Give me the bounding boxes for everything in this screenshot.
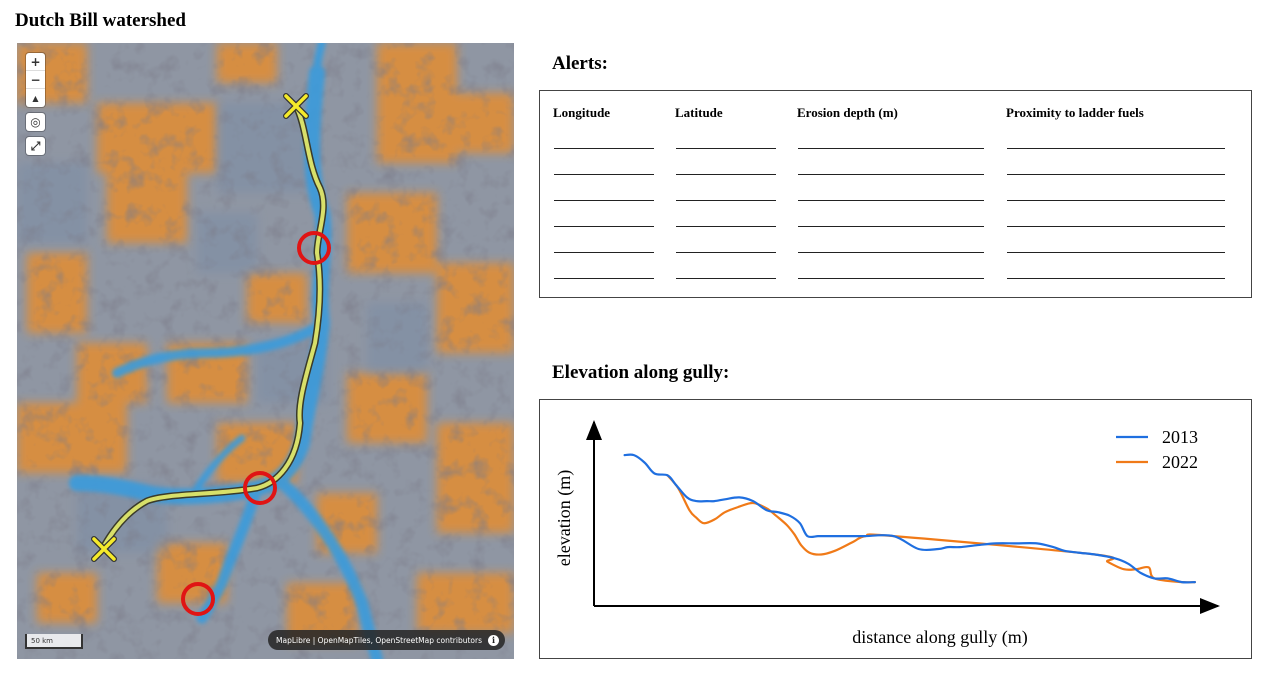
fullscreen-icon[interactable]: ⤢ bbox=[30, 138, 41, 153]
alert-cell-longitude[interactable] bbox=[554, 174, 654, 175]
column-header-longitude: Longitude bbox=[553, 105, 611, 120]
alert-cell-erosion-depth[interactable] bbox=[798, 226, 984, 227]
map-attribution: MapLibre | OpenMapTiles, OpenStreetMap c… bbox=[268, 630, 505, 650]
compass-icon[interactable]: ▲ bbox=[32, 93, 39, 103]
zoom-out-icon[interactable]: − bbox=[26, 71, 45, 89]
alerts-table: Longitude Latitude Erosion depth (m) Pro… bbox=[539, 90, 1252, 298]
alert-cell-longitude[interactable] bbox=[554, 226, 654, 227]
elevation-chart-svg: distance along gully (m) elevation (m) 2… bbox=[554, 420, 1220, 648]
locate-icon[interactable]: ◎ bbox=[30, 115, 41, 129]
alert-circle-icon[interactable] bbox=[297, 231, 331, 265]
alert-cell-longitude[interactable] bbox=[554, 200, 654, 201]
scale-bar: 50 km bbox=[25, 634, 83, 649]
alert-cell-longitude[interactable] bbox=[554, 252, 654, 253]
series-line-2022 bbox=[666, 474, 1196, 584]
legend: 2013 2022 bbox=[1116, 427, 1198, 472]
alert-cell-ladder-fuels[interactable] bbox=[1007, 200, 1225, 201]
zoom-control-group: + − ▲ bbox=[26, 53, 45, 107]
page-title: Dutch Bill watershed bbox=[15, 10, 186, 31]
elevation-chart: distance along gully (m) elevation (m) 2… bbox=[539, 399, 1252, 659]
alert-cell-ladder-fuels[interactable] bbox=[1007, 226, 1225, 227]
alert-cell-latitude[interactable] bbox=[676, 278, 776, 279]
alert-cell-erosion-depth[interactable] bbox=[798, 174, 984, 175]
legend-label-2013: 2013 bbox=[1162, 427, 1198, 447]
alert-cell-ladder-fuels[interactable] bbox=[1007, 148, 1225, 149]
legend-label-2022: 2022 bbox=[1162, 452, 1198, 472]
watershed-map[interactable]: + − ▲ ◎ ⤢ 50 km MapLibre | OpenMapTiles,… bbox=[17, 43, 514, 659]
gully-path bbox=[102, 104, 326, 548]
series-line-2013 bbox=[623, 453, 1196, 584]
alert-cell-latitude[interactable] bbox=[676, 148, 776, 149]
elevation-heading: Elevation along gully: bbox=[552, 362, 730, 383]
series-layer bbox=[623, 453, 1196, 584]
column-header-ladder-fuels: Proximity to ladder fuels bbox=[1006, 105, 1144, 120]
column-header-latitude: Latitude bbox=[675, 105, 723, 120]
x-axis-label: distance along gully (m) bbox=[852, 627, 1027, 648]
info-icon[interactable]: i bbox=[488, 634, 499, 646]
alert-cell-latitude[interactable] bbox=[676, 174, 776, 175]
attribution-text[interactable]: MapLibre | OpenMapTiles, OpenStreetMap c… bbox=[276, 635, 482, 645]
alert-cell-ladder-fuels[interactable] bbox=[1007, 174, 1225, 175]
column-header-erosion-depth: Erosion depth (m) bbox=[797, 105, 898, 120]
alert-cell-erosion-depth[interactable] bbox=[798, 278, 984, 279]
y-axis-label: elevation (m) bbox=[554, 470, 575, 566]
map-controls: + − ▲ ◎ ⤢ bbox=[26, 53, 45, 155]
terrain-layer bbox=[17, 43, 514, 659]
alert-circle-icon[interactable] bbox=[243, 471, 277, 505]
zoom-in-icon[interactable]: + bbox=[26, 53, 45, 71]
alert-circle-icon[interactable] bbox=[181, 582, 215, 616]
locate-control-group: ◎ bbox=[26, 113, 45, 131]
alert-cell-latitude[interactable] bbox=[676, 226, 776, 227]
x-marker-icon[interactable] bbox=[283, 93, 309, 119]
alert-cell-ladder-fuels[interactable] bbox=[1007, 252, 1225, 253]
alerts-heading: Alerts: bbox=[552, 53, 608, 74]
alert-cell-ladder-fuels[interactable] bbox=[1007, 278, 1225, 279]
alert-cell-longitude[interactable] bbox=[554, 278, 654, 279]
alert-cell-latitude[interactable] bbox=[676, 200, 776, 201]
alert-cell-erosion-depth[interactable] bbox=[798, 200, 984, 201]
fullscreen-control-group: ⤢ bbox=[26, 137, 45, 155]
x-marker-icon[interactable] bbox=[91, 536, 117, 562]
alert-cell-longitude[interactable] bbox=[554, 148, 654, 149]
alert-cell-erosion-depth[interactable] bbox=[798, 252, 984, 253]
alert-cell-erosion-depth[interactable] bbox=[798, 148, 984, 149]
alert-cell-latitude[interactable] bbox=[676, 252, 776, 253]
